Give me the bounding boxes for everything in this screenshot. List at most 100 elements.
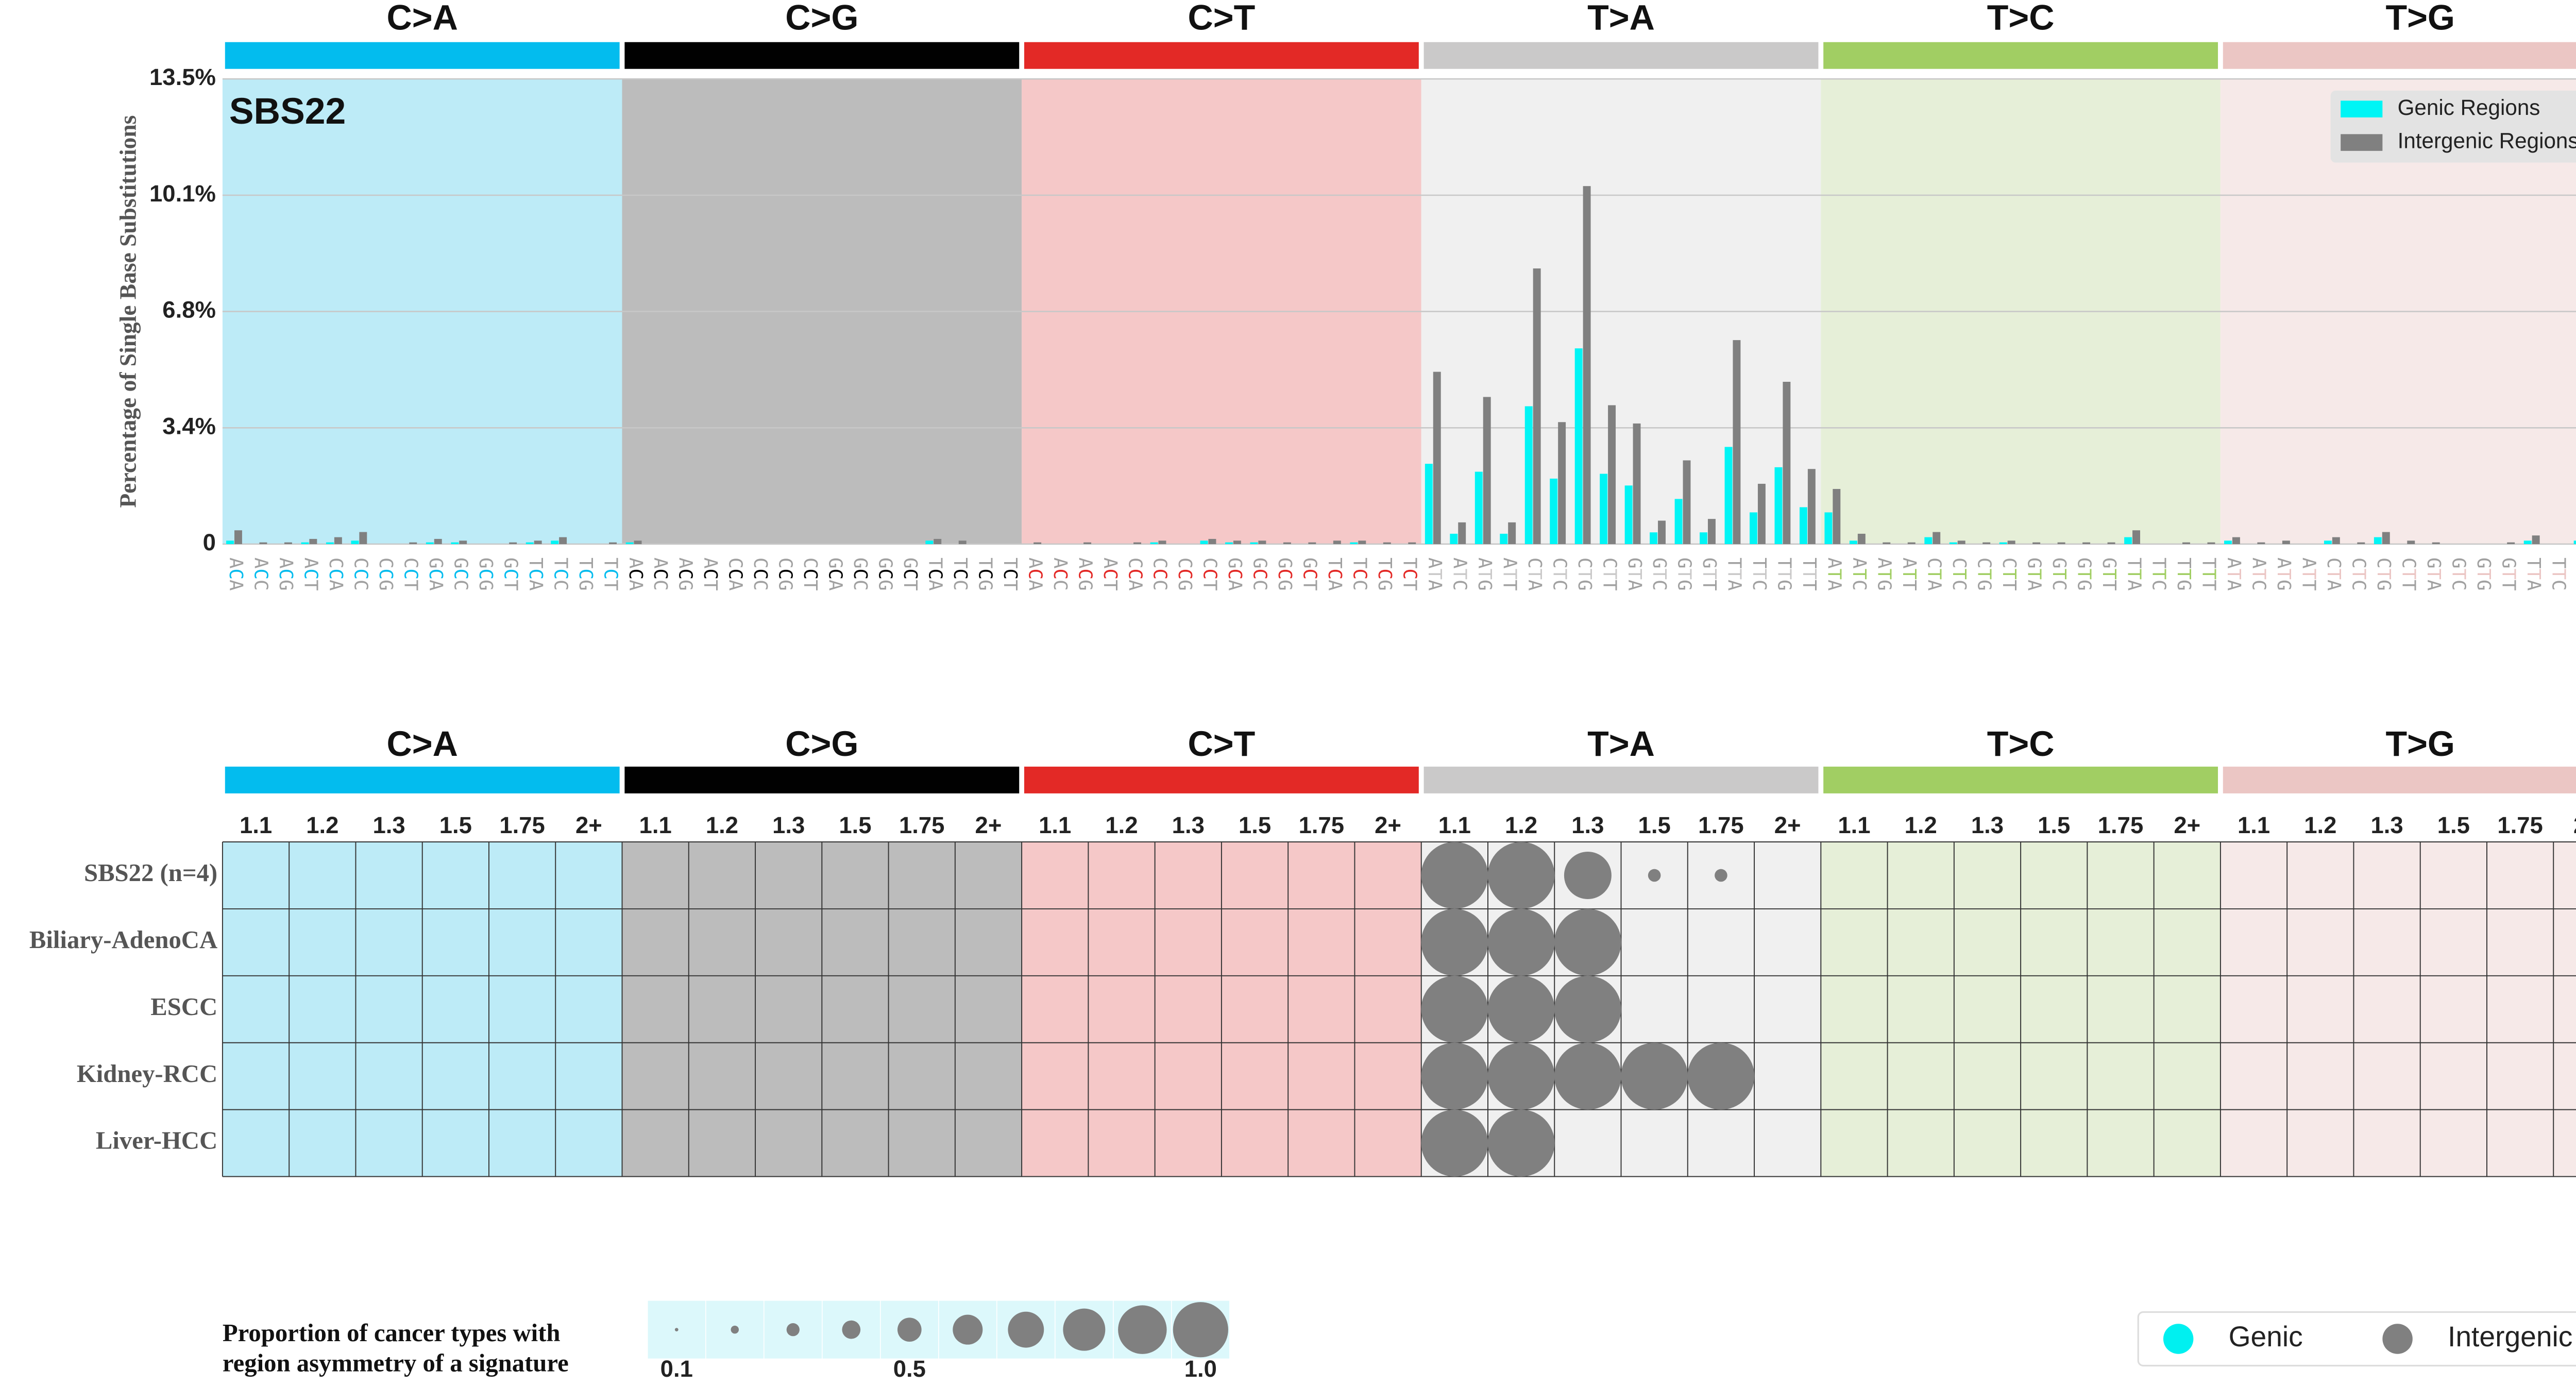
legend-label: Intergenic Regions [2398, 129, 2576, 153]
row-label: SBS22 (n=4) [84, 859, 217, 887]
bar [1857, 533, 1866, 544]
bar [1600, 474, 1608, 544]
bar [301, 542, 309, 544]
column-label: 1.5 [2437, 812, 2470, 838]
bar [1757, 483, 1766, 544]
bar [1550, 478, 1558, 544]
x-tick-label: CTA [2323, 557, 2344, 591]
y-tick-label: 6.8% [162, 297, 216, 323]
bubble [1564, 851, 1612, 899]
column-label: 1.2 [706, 812, 738, 838]
bar [1508, 522, 1516, 544]
bar [1533, 268, 1541, 544]
bar [426, 542, 434, 544]
bar [1833, 488, 1841, 544]
y-tick-label: 10.1% [149, 180, 216, 207]
chart-title: SBS22 [229, 91, 346, 132]
bar [625, 542, 634, 544]
x-tick-label: GCA [425, 557, 446, 591]
bar [2573, 540, 2576, 544]
x-tick-label: ACC [650, 557, 671, 591]
bar [1383, 542, 1391, 544]
x-tick-label: TTT [1799, 557, 1820, 591]
bar [1458, 522, 1466, 544]
bar [1608, 405, 1616, 544]
bar [1807, 469, 1816, 544]
column-label: 1.3 [772, 812, 805, 838]
column-label: 1.75 [899, 812, 944, 838]
x-tick-label: ACT [700, 557, 721, 591]
x-tick-label: ATA [2223, 557, 2244, 591]
column-label: 1.3 [2370, 812, 2403, 838]
size-legend-tick: 0.5 [893, 1356, 926, 1382]
column-label: 1.75 [499, 812, 545, 838]
x-tick-label: GTC [2448, 557, 2469, 591]
x-tick-label: ATG [1474, 557, 1495, 591]
x-tick-label: GCG [874, 557, 895, 591]
x-tick-label: TTG [2173, 557, 2194, 591]
bubble [1554, 908, 1621, 976]
group-header: T>G [2385, 724, 2455, 764]
bar [1949, 542, 1957, 544]
column-label: 1.1 [1438, 812, 1471, 838]
column-label: 1.3 [372, 812, 405, 838]
bar [459, 540, 467, 544]
x-tick-label: GTA [2023, 557, 2044, 591]
x-tick-label: TTC [2548, 557, 2569, 591]
y-tick-label: 0 [203, 529, 216, 555]
bubble [1421, 1042, 1488, 1110]
x-tick-label: GCG [475, 557, 496, 591]
size-legend-tick: 0.1 [660, 1356, 693, 1382]
bubble [1487, 1042, 1555, 1110]
x-tick-label: GCC [850, 557, 871, 591]
x-tick-label: CCT [400, 557, 421, 591]
x-tick-label: ACG [1074, 557, 1095, 591]
size-legend-bubble [731, 1325, 739, 1334]
bar [2507, 542, 2515, 544]
bar [1907, 542, 1916, 544]
x-tick-label: CCC [750, 557, 771, 591]
x-tick-label: TTA [2523, 557, 2544, 591]
bar [1633, 423, 1641, 544]
bar [1650, 532, 1658, 544]
bar [334, 537, 342, 544]
column-label: 1.2 [1105, 812, 1138, 838]
bar [309, 538, 317, 544]
column-label: 1.5 [439, 812, 472, 838]
bar [1999, 542, 2007, 544]
x-tick-label: CCA [325, 557, 346, 591]
row-label: Biliary-AdenoCA [29, 926, 217, 954]
x-tick-label: TTA [2123, 557, 2144, 591]
x-tick-label: TCC [1349, 557, 1370, 591]
x-tick-label: GTA [2423, 557, 2444, 591]
bar [1133, 542, 1142, 544]
column-label: 1.2 [2304, 812, 2336, 838]
column-label: 1.1 [2238, 812, 2270, 838]
size-legend-bubble [1008, 1311, 1044, 1348]
bubble [1687, 1042, 1755, 1110]
x-tick-label: CCC [1149, 557, 1171, 591]
bar [1558, 422, 1566, 544]
column-label: 1.5 [1638, 812, 1671, 838]
group-header-bar [225, 42, 620, 69]
bar [2324, 540, 2332, 544]
bar [1824, 512, 1833, 544]
bar [1674, 499, 1683, 544]
group-header-bar [1823, 766, 2218, 793]
bubble [1487, 908, 1555, 976]
bar [925, 540, 934, 544]
bar [1774, 467, 1783, 544]
bar [1733, 340, 1741, 544]
x-tick-label: GCT [1299, 557, 1320, 591]
column-label: 2+ [1774, 812, 1801, 838]
x-tick-label: ACT [1099, 557, 1121, 591]
bar [1683, 460, 1691, 544]
bar [1150, 542, 1158, 544]
y-tick-label: 3.4% [162, 413, 216, 439]
column-label: 1.75 [2098, 812, 2143, 838]
bar [958, 540, 967, 544]
bar [526, 542, 534, 544]
column-label: 1.1 [240, 812, 272, 838]
group-header-bar [2223, 42, 2576, 69]
bar [2182, 542, 2190, 544]
